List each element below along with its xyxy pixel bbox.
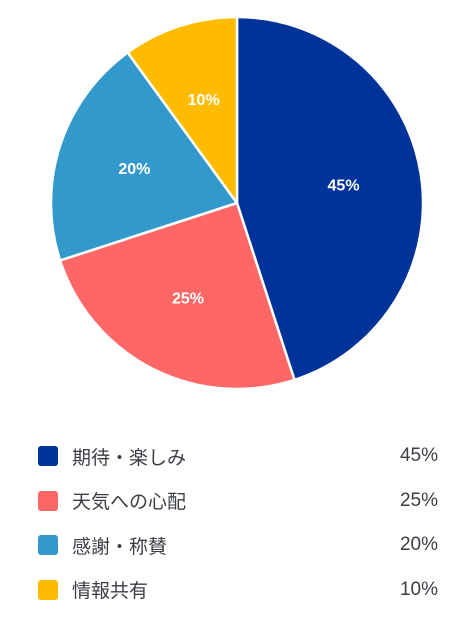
pie-slice-expectation <box>235 15 425 382</box>
pie-slice-gratitude <box>49 51 239 262</box>
legend-item-expectation: 期待・楽しみ 45% <box>38 434 438 479</box>
pie-slice-label-weather-worry: 25% <box>172 291 204 308</box>
legend-value-info-sharing: 10% <box>399 578 438 600</box>
legend-swatch-expectation <box>38 446 58 467</box>
legend-value-gratitude: 20% <box>399 534 438 556</box>
legend-label-gratitude: 感謝・称賛 <box>72 535 168 558</box>
legend-swatch-gratitude <box>38 535 58 556</box>
legend-swatch-weather-worry <box>38 490 58 511</box>
pie-slice-label-expectation: 45% <box>328 178 360 195</box>
pie-chart: 45% 25% 20% 10% <box>49 15 425 391</box>
legend-label-info-sharing: 情報共有 <box>72 580 149 603</box>
pie-slice-label-info-sharing: 10% <box>188 92 220 109</box>
pie-slice-label-gratitude: 20% <box>118 161 150 178</box>
pie-slice-info-sharing <box>126 15 239 205</box>
legend-item-info-sharing: 情報共有 10% <box>38 568 438 613</box>
legend-label-expectation: 期待・楽しみ <box>72 446 187 469</box>
legend-item-weather-worry: 天気への心配 25% <box>38 479 438 524</box>
pie-slice-weather-worry <box>58 201 296 391</box>
legend-item-gratitude: 感謝・称賛 20% <box>38 523 438 568</box>
legend-label-weather-worry: 天気への心配 <box>72 491 187 514</box>
legend-value-expectation: 45% <box>399 445 438 467</box>
legend-value-weather-worry: 25% <box>399 489 438 511</box>
legend: 期待・楽しみ 45% 天気への心配 25% 感謝・称賛 20% 情報共有 10% <box>38 434 438 612</box>
legend-swatch-info-sharing <box>38 579 58 600</box>
